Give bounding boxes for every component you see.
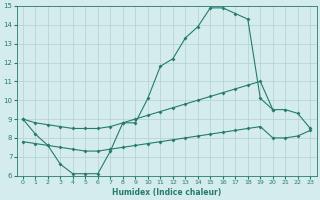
X-axis label: Humidex (Indice chaleur): Humidex (Indice chaleur): [112, 188, 221, 197]
